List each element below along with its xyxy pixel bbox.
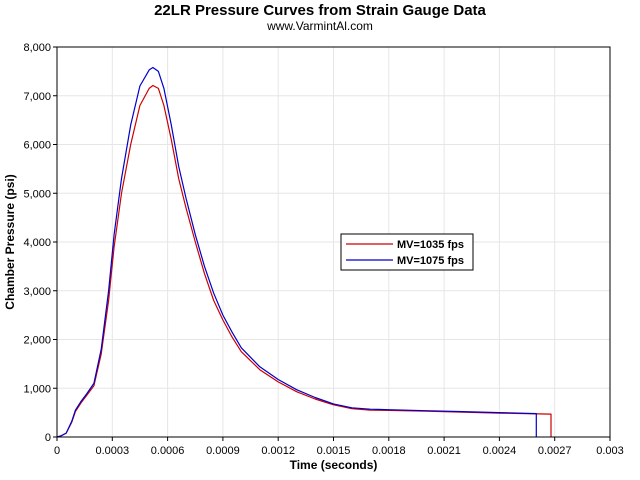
y-tick-label: 8,000 bbox=[23, 42, 51, 54]
y-tick-label: 3,000 bbox=[23, 286, 51, 298]
x-tick-label: 0.0015 bbox=[317, 445, 351, 457]
x-tick-label: 0.0003 bbox=[95, 445, 129, 457]
x-axis-label: Time (seconds) bbox=[290, 458, 378, 472]
y-tick-label: 1,000 bbox=[23, 383, 51, 395]
chart-title: 22LR Pressure Curves from Strain Gauge D… bbox=[154, 2, 486, 19]
legend-box bbox=[340, 233, 474, 271]
series-line-2 bbox=[56, 66, 537, 438]
x-tick-label: 0.0006 bbox=[151, 445, 185, 457]
grid bbox=[57, 47, 610, 437]
x-tick-label: 0.0027 bbox=[538, 445, 572, 457]
ticks: 0 0.0003 0.0006 0.0009 0.0012 0.0015 0.0018 0.0… bbox=[23, 42, 623, 457]
series-layer bbox=[56, 66, 552, 438]
y-tick-label: 5,000 bbox=[23, 188, 51, 200]
legend-label-1: MV=1035 fps bbox=[397, 239, 464, 251]
x-tick-label: 0.0018 bbox=[372, 445, 406, 457]
legend-label-2: MV=1075 fps bbox=[397, 255, 464, 267]
y-tick-label: 7,000 bbox=[23, 91, 51, 103]
y-axis-label: Chamber Pressure (psi) bbox=[3, 174, 17, 309]
x-tick-label: 0.0021 bbox=[427, 445, 461, 457]
x-tick-label: 0.0012 bbox=[261, 445, 295, 457]
x-tick-label: 0 bbox=[54, 445, 60, 457]
x-tick-label: 0.003 bbox=[596, 445, 624, 457]
chart-subtitle: www.VarmintAl.com bbox=[267, 19, 373, 33]
y-tick-label: 4,000 bbox=[23, 237, 51, 249]
y-tick-label: 6,000 bbox=[23, 140, 51, 152]
series-line-1 bbox=[56, 84, 552, 438]
y-tick-label: 0 bbox=[45, 432, 51, 444]
legend: MV=1035 fps MV=1075 fps bbox=[340, 233, 474, 271]
x-tick-label: 0.0024 bbox=[483, 445, 517, 457]
y-tick-label: 2,000 bbox=[23, 335, 51, 347]
x-tick-label: 0.0009 bbox=[206, 445, 240, 457]
